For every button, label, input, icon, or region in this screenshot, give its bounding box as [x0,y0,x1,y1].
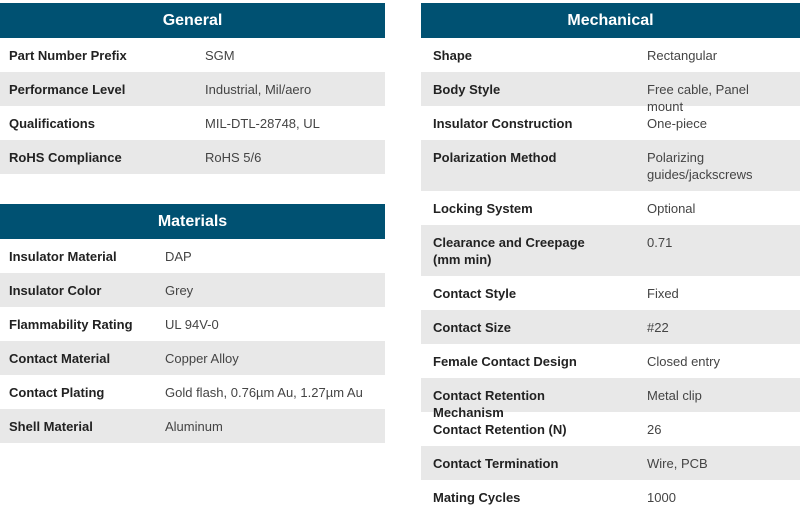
spec-value: Fixed [647,286,679,301]
spec-value: Rectangular [647,48,718,63]
spec-label: Contact Material [9,351,111,366]
spec-row: Contact Material Copper Alloy [0,341,385,375]
spec-row: Contact Style Fixed [421,276,800,310]
spec-label: Insulator Color [9,283,102,298]
spec-row: Female Contact Design Closed entry [421,344,800,378]
spec-label: Contact Plating [9,385,105,400]
spec-row: Contact Size #22 [421,310,800,344]
spec-row: Locking System Optional [421,191,800,225]
spec-label: Contact Style [433,286,517,301]
spec-value: 26 [647,422,662,437]
spec-row: Shell Material Aluminum [0,409,385,443]
spec-value: UL 94V-0 [165,317,219,332]
spec-label: Contact Termination [433,456,559,471]
spec-label: Contact Size [433,320,512,335]
spec-row: Contact Retention Mechanism Metal clip [421,378,800,420]
spec-label: RoHS Compliance [9,150,122,165]
mechanical-table: Mechanical Shape Rectangular Body Style Free… [421,3,800,514]
spec-label: Contact Retention (N) [433,422,567,437]
spec-row: Qualifications MIL-DTL-28748, UL [0,106,385,140]
spec-label: Contact Retention Mechanism [433,388,545,420]
spec-value: Wire, PCB [647,456,708,471]
spec-row: Flammability Rating UL 94V-0 [0,307,385,341]
spec-value: 0.71 [647,235,673,250]
spec-row: Contact Retention (N) 26 [421,412,800,446]
spec-label: Insulator Material [9,249,117,264]
spec-label: Flammability Rating [9,317,133,332]
spec-row: Contact Plating Gold flash, 0.76µm Au, 1.… [0,375,385,409]
spec-value: Industrial, Mil/aero [205,82,312,97]
spec-value: #22 [647,320,669,335]
spec-value: DAP [165,249,192,264]
spec-label: Body Style [433,82,501,97]
spec-value: Gold flash, 0.76µm Au, 1.27µm Au [165,385,363,400]
materials-table: Materials Insulator Material DAP Insulator … [0,204,385,443]
mechanical-header: Mechanical [421,3,800,38]
spec-row: Insulator Construction One-piece [421,106,800,140]
spec-label: Insulator Construction [433,116,573,131]
spec-label: Shell Material [9,419,93,434]
spec-row: Polarization Method Polarizing guides/jac… [421,140,800,191]
spec-row: Contact Termination Wire, PCB [421,446,800,480]
spec-value: Metal clip [647,388,702,403]
general-table: General Part Number Prefix SGM Performance … [0,3,385,174]
spec-row: Insulator Color Grey [0,273,385,307]
spec-value: MIL-DTL-28748, UL [205,116,320,131]
spec-value: Closed entry [647,354,720,369]
spec-label: Part Number Prefix [9,48,127,63]
spec-value: Optional [647,201,696,216]
spec-row: Mating Cycles 1000 [421,480,800,514]
spec-label: Performance Level [9,82,126,97]
spec-row: Body Style Free cable, Panel mount [421,72,800,114]
spec-label: Polarization Method [433,150,557,165]
spec-value: 1000 [647,490,676,505]
materials-header: Materials [0,204,385,239]
spec-value: Free cable, Panel mount [647,82,749,114]
spec-value: Polarizing guides/jackscrews [647,150,753,182]
spec-value: Aluminum [165,419,223,434]
general-header: General [0,3,385,38]
spec-row: RoHS Compliance RoHS 5/6 [0,140,385,174]
spec-label: Mating Cycles [433,490,521,505]
spec-row: Insulator Material DAP [0,239,385,273]
spec-value: One-piece [647,116,707,131]
spec-row: Shape Rectangular [421,38,800,72]
spec-value: Grey [165,283,194,298]
spec-label: Shape [433,48,473,63]
spec-label: Locking System [433,201,533,216]
spec-row: Performance Level Industrial, Mil/aero [0,72,385,106]
spec-label: Clearance and Creepage (mm min) [433,235,585,267]
spec-label: Qualifications [9,116,95,131]
spec-value: Copper Alloy [165,351,239,366]
spec-row: Clearance and Creepage (mm min) 0.71 [421,225,800,276]
spec-value: RoHS 5/6 [205,150,262,165]
spec-row: Part Number Prefix SGM [0,38,385,72]
spec-label: Female Contact Design [433,354,577,369]
spec-value: SGM [205,48,235,63]
